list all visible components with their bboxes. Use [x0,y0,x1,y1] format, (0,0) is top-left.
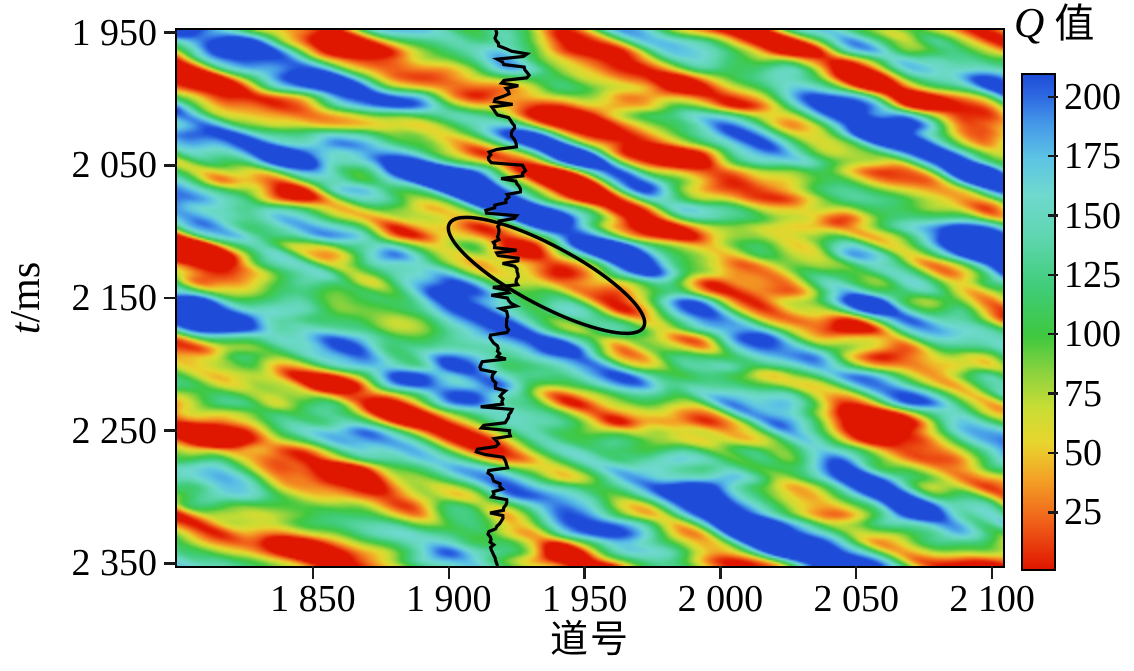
x-tick-mark [583,566,586,579]
y-tick-label: 2 050 [71,144,158,187]
y-tick-mark [164,562,177,565]
colorbar-tick-mark [1048,511,1058,514]
x-tick-mark [990,566,994,579]
y-tick-mark [164,296,177,300]
heatmap-canvas [177,30,1003,566]
colorbar-title-text: 值 [1054,1,1095,46]
x-tick-mark [855,566,858,579]
colorbar-tick-mark [1048,273,1058,277]
colorbar-tick-label: 200 [1064,75,1121,118]
colorbar-tick-mark [1048,451,1058,455]
colorbar-tick-mark [1048,154,1058,158]
colorbar-tick-label: 75 [1064,372,1102,415]
colorbar-tick-mark [1048,214,1058,217]
x-tick-label: 1 900 [405,578,492,620]
colorbar-title-symbol: Q [1014,1,1045,47]
colorbar-tick-label: 150 [1064,194,1121,237]
y-tick-label: 2 150 [71,277,158,319]
colorbar-tick-mark [1048,392,1058,395]
y-tick-mark [164,429,177,432]
x-tick-label: 1 850 [270,578,356,620]
colorbar-tick-mark [1048,333,1058,336]
y-tick-label: 1 950 [71,11,158,54]
x-axis-title: 道号 [549,619,630,661]
y-tick-mark [164,164,177,167]
colorbar-tick-label: 25 [1064,491,1102,534]
y-tick-label: 2 350 [71,542,158,585]
y-tick-label: 2 250 [71,409,158,452]
x-tick-label: 2 100 [949,578,1035,620]
colorbar [1021,73,1056,571]
x-tick-label: 2 000 [677,578,764,620]
colorbar-tick-mark [1048,95,1058,98]
colorbar-tick-label: 100 [1064,313,1121,356]
colorbar-title: Q 值 [1014,1,1134,47]
x-tick-label: 1 950 [541,578,628,620]
x-tick-label: 2 050 [813,578,900,620]
colorbar-tick-label: 50 [1064,432,1102,474]
x-tick-mark [447,566,450,579]
colorbar-tick-label: 125 [1064,253,1121,296]
colorbar-tick-label: 175 [1064,135,1121,178]
y-axis-symbol: t [3,322,50,335]
x-tick-mark [719,566,722,579]
y-tick-mark [164,31,177,34]
x-tick-mark [311,566,315,579]
